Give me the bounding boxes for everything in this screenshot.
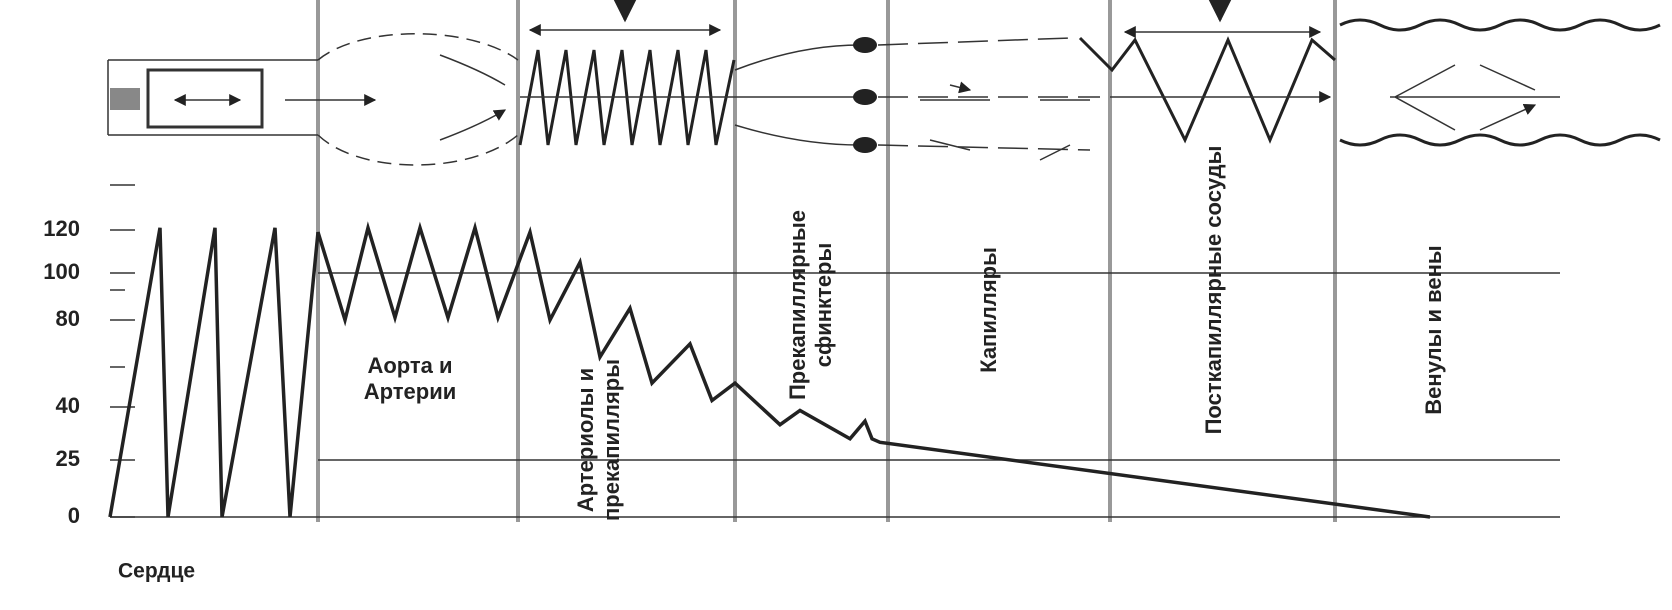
section-label: сфинктеры [811, 243, 836, 368]
y-tick-label: 25 [56, 446, 80, 471]
y-tick-label: 40 [56, 393, 80, 418]
y-tick-label: 100 [43, 259, 80, 284]
section-label: Капилляры [976, 247, 1001, 373]
y-tick-label: 120 [43, 216, 80, 241]
section-label: Артерии [364, 379, 457, 404]
pressure-line [110, 228, 1430, 517]
pressure-diagram: Сердце 0 25 40 80 100 120 Аорта иАртерии Артери… [0, 0, 1672, 610]
section-label: Посткапиллярные сосуды [1201, 146, 1226, 435]
section-label: прекапилляры [599, 359, 624, 521]
section-label: Аорта и [367, 353, 452, 378]
y-tick-label: 80 [56, 306, 80, 331]
y-tick-label: 0 [68, 503, 80, 528]
heart-label: Сердце [118, 560, 195, 583]
section-label: Венулы и вены [1421, 245, 1446, 414]
section-label: Прекапиллярные [785, 210, 810, 400]
section-label: Артериолы и [573, 368, 598, 512]
